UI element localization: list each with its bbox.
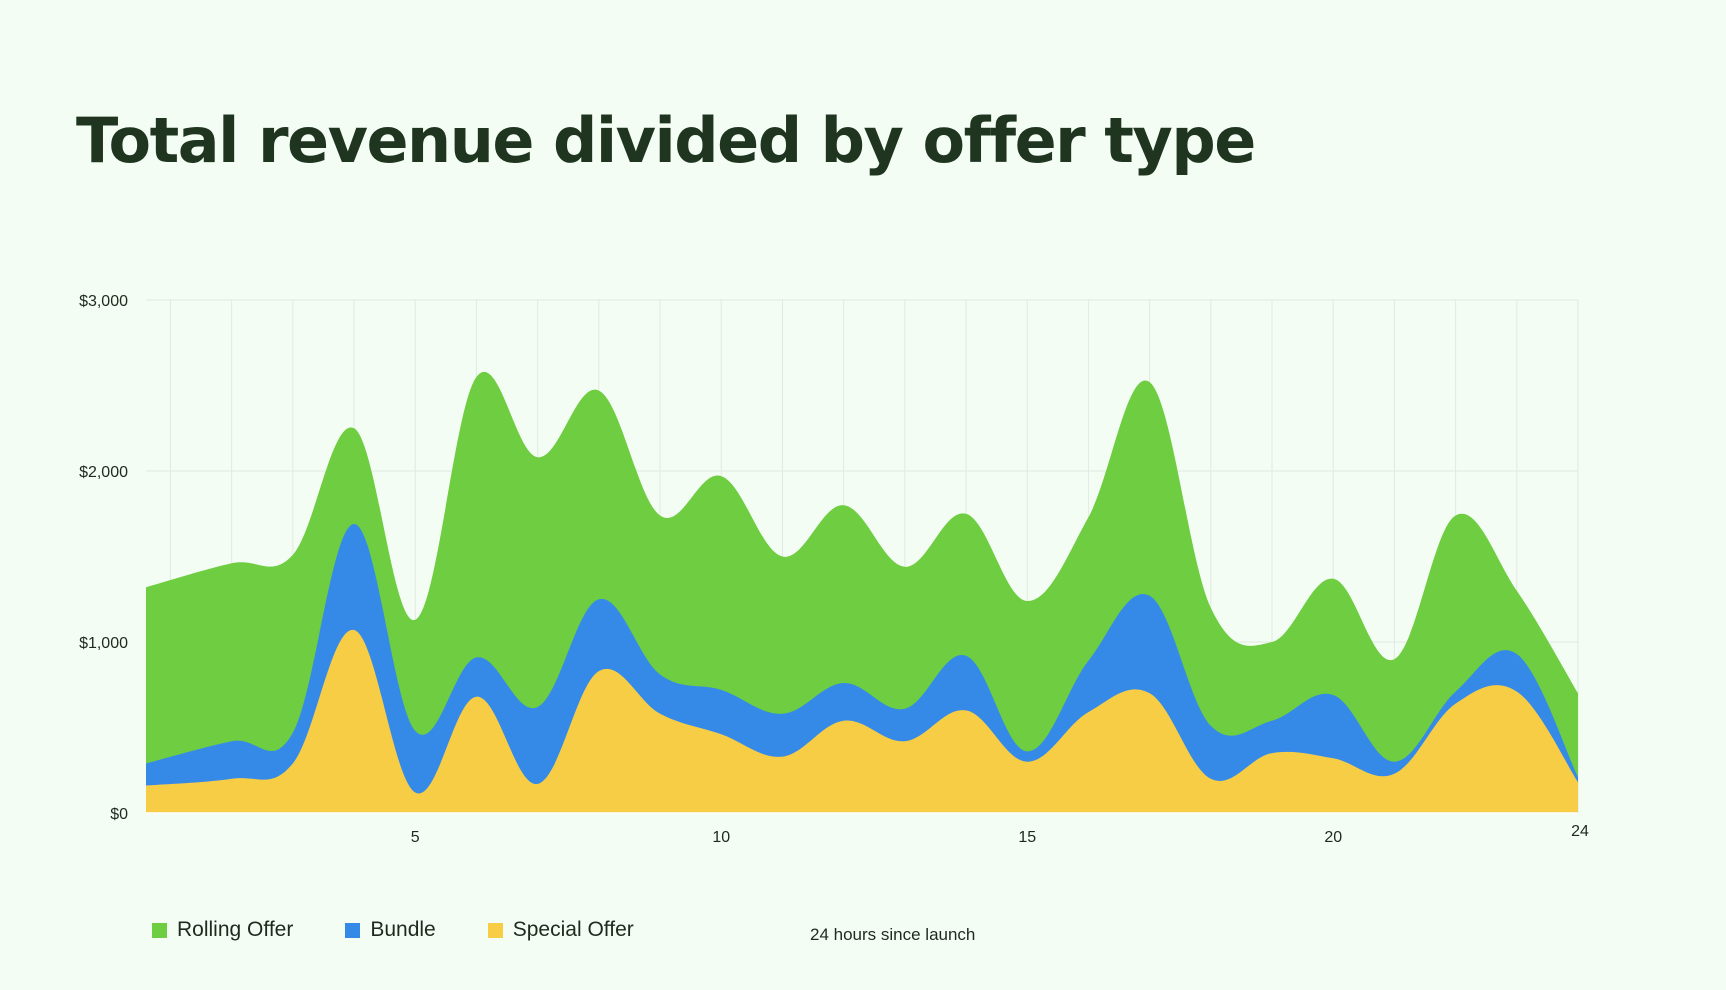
x-tick-label: 24 <box>1571 823 1589 840</box>
x-tick-label: 20 <box>1324 829 1342 846</box>
y-tick-label: $1,000 <box>79 635 128 652</box>
y-tick-label: $2,000 <box>79 464 128 481</box>
legend-label-bundle: Bundle <box>370 918 436 941</box>
legend-swatch-special-offer <box>487 922 503 938</box>
y-tick-label: $3,000 <box>79 293 128 310</box>
stacked-areas <box>146 371 1578 813</box>
legend-swatch-rolling-offer <box>152 922 167 938</box>
legend-label-special-offer: Special Offer <box>512 918 634 941</box>
area-special-offer <box>146 629 1578 813</box>
legend-item-rolling-offer[interactable]: Rolling Offer <box>152 918 293 942</box>
legend: Rolling Offer Bundle Special Offer <box>152 918 686 942</box>
legend-item-bundle[interactable]: Bundle <box>345 918 436 942</box>
x-axis-label: 24 hours since launch <box>810 925 976 944</box>
x-tick-label: 15 <box>1018 829 1036 846</box>
legend-label-rolling-offer: Rolling Offer <box>177 918 294 941</box>
legend-swatch-bundle <box>345 922 361 938</box>
chart-title: Total revenue divided by offer type <box>76 104 1256 177</box>
x-tick-label: 5 <box>411 829 420 846</box>
x-tick-label: 10 <box>712 829 730 846</box>
axes: $0 $1,000 $2,000 $3,000 5 10 15 20 24 <box>79 293 1589 846</box>
y-tick-label: $0 <box>110 806 128 823</box>
legend-item-special-offer[interactable]: Special Offer <box>487 918 634 942</box>
